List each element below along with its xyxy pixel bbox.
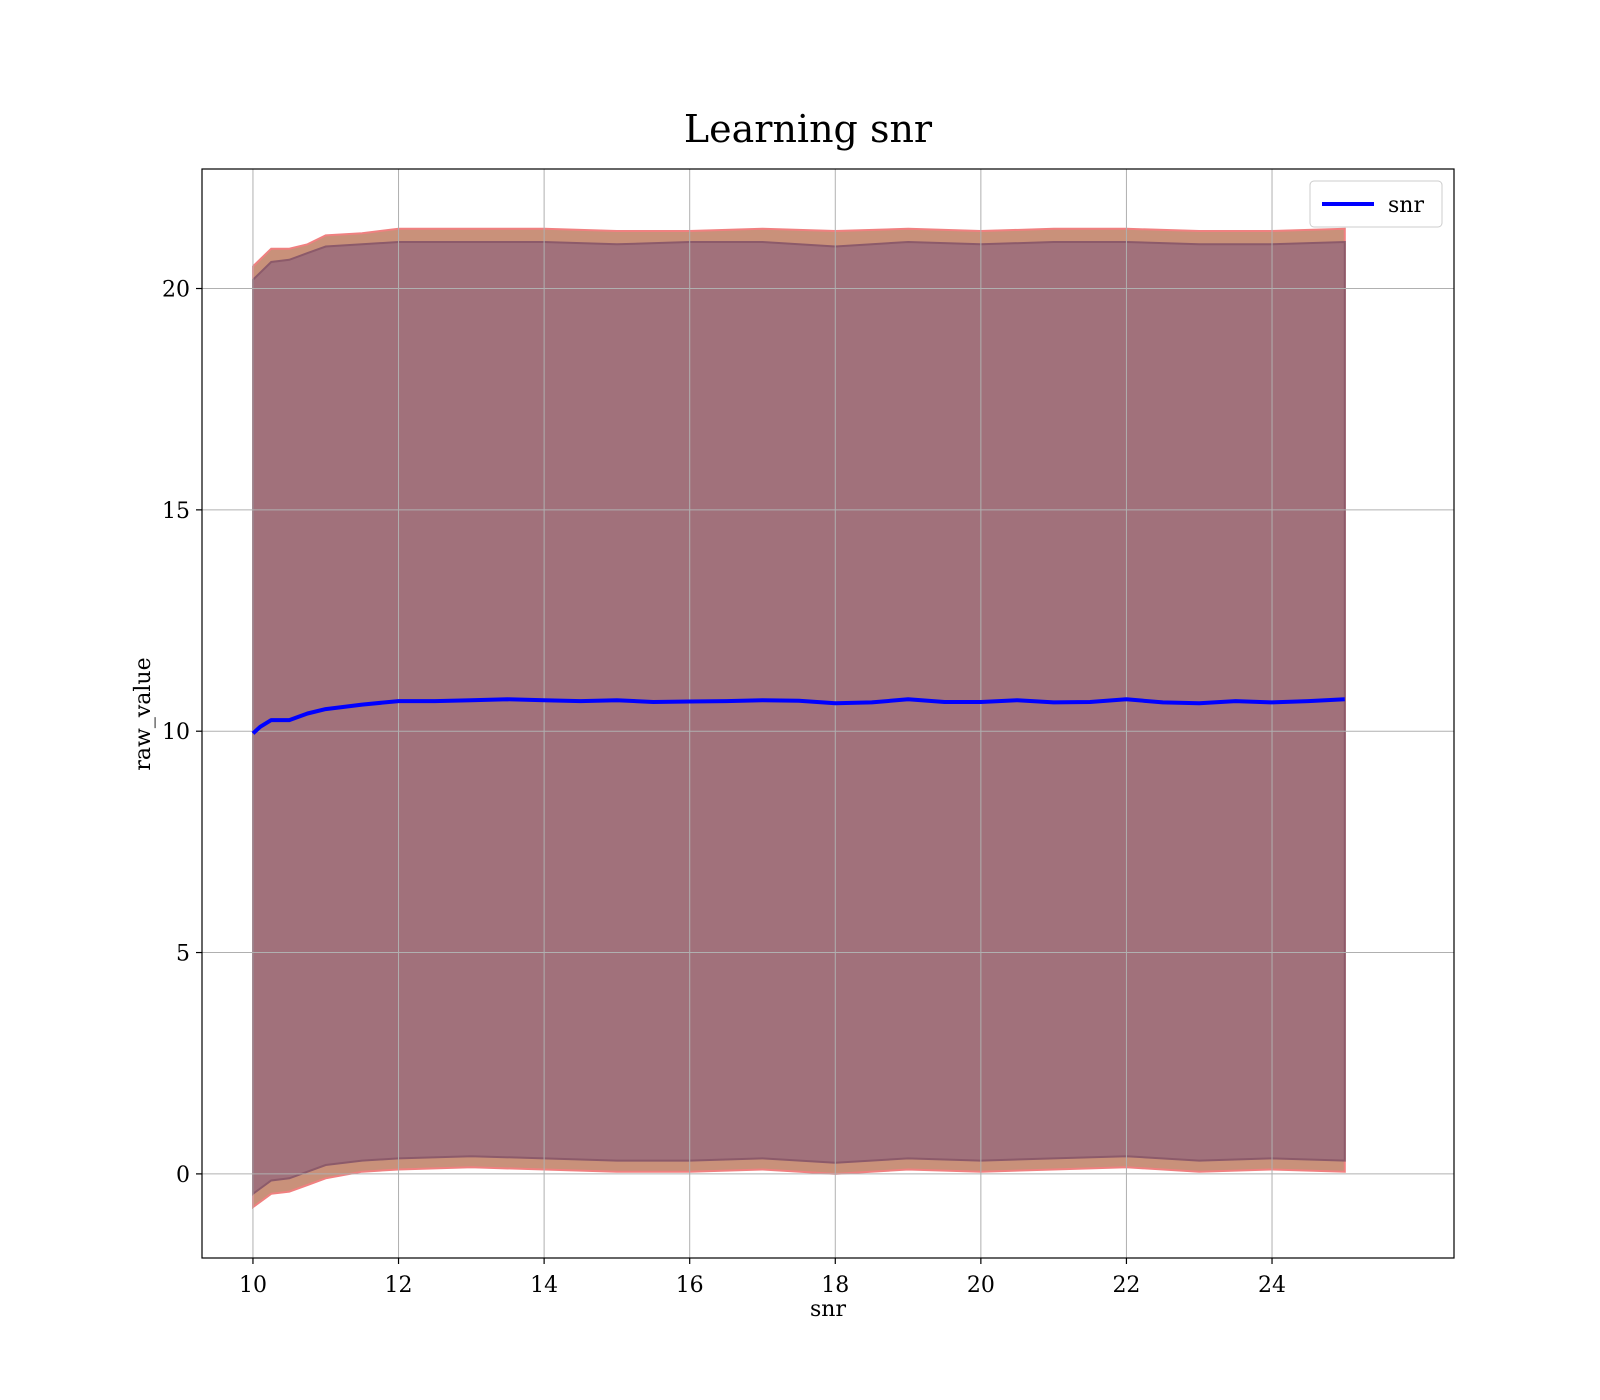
axes-frame — [201, 168, 1455, 1259]
x-tick-label: 10 — [239, 1273, 267, 1298]
legend-label-snr: snr — [1388, 193, 1424, 218]
x-tick-label: 18 — [821, 1273, 849, 1298]
y-tick-label: 10 — [162, 720, 190, 745]
band-1 — [252, 240, 1346, 1196]
y-tick-label: 15 — [162, 499, 190, 524]
y-axis-label: raw_value — [131, 657, 156, 770]
x-tick-label: 20 — [967, 1273, 995, 1298]
x-tick-label: 14 — [530, 1273, 558, 1298]
x-tick-label: 22 — [1112, 1273, 1140, 1298]
y-tick-label: 0 — [176, 1163, 190, 1188]
x-tick-label: 24 — [1258, 1273, 1286, 1298]
series-line-snr — [251, 697, 1345, 735]
x-axis-label: snr — [810, 1297, 846, 1322]
chart-title: Learning snr — [684, 107, 933, 151]
plot-area: 10 12 14 16 18 20 22 24 0 5 10 15 20 snr — [162, 168, 1455, 1298]
x-tick-label: 12 — [385, 1273, 413, 1298]
y-tick-label: 5 — [176, 942, 190, 967]
x-tick-label: 16 — [676, 1273, 704, 1298]
legend-box — [1309, 180, 1443, 228]
y-tick-label: 20 — [162, 278, 190, 303]
